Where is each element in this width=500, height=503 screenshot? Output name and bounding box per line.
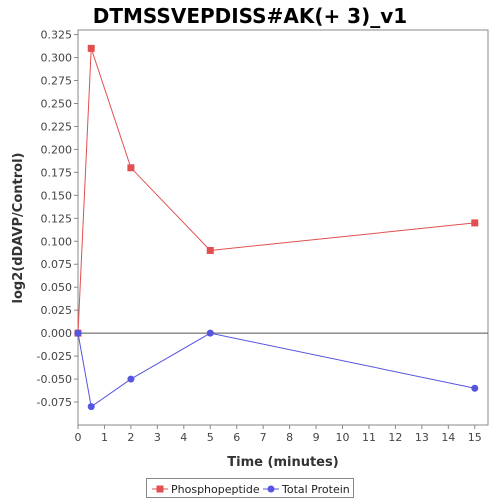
y-tick-label: -0.050 [37, 373, 72, 386]
y-tick-label: 0.150 [41, 189, 73, 202]
x-tick-label: 9 [313, 431, 320, 444]
data-point [471, 384, 479, 392]
y-tick-label: 0.050 [41, 281, 73, 294]
series-layer [74, 44, 479, 411]
data-point [127, 375, 135, 383]
y-tick-label: 0.225 [41, 120, 73, 133]
data-point [74, 329, 82, 337]
legend-label: Phosphopeptide [171, 483, 260, 496]
chart-title: DTMSSVEPDISS#AK(+ 3)_v1 [93, 4, 407, 28]
data-point [206, 329, 214, 337]
data-point [87, 44, 95, 52]
x-tick-label: 3 [154, 431, 161, 444]
x-tick-label: 10 [336, 431, 350, 444]
y-tick-label: 0.275 [41, 75, 73, 88]
y-axis: -0.075 -0.050 -0.025 0.000 0.025 0.050 0.075 0.… [37, 29, 78, 409]
y-tick-label: 0.125 [41, 212, 73, 225]
y-tick-label: 0.000 [41, 327, 73, 340]
x-tick-label: 1 [101, 431, 108, 444]
y-tick-label: -0.075 [37, 396, 72, 409]
y-tick-label: 0.300 [41, 52, 73, 65]
legend: Phosphopeptide Total Protein [146, 478, 354, 498]
y-tick-label: 0.175 [41, 166, 73, 179]
data-point [127, 164, 135, 172]
x-tick-label: 14 [441, 431, 455, 444]
y-tick-label: 0.100 [41, 235, 73, 248]
x-tick-label: 5 [207, 431, 214, 444]
x-tick-label: 11 [362, 431, 376, 444]
x-tick-label: 2 [127, 431, 134, 444]
data-point [87, 403, 95, 411]
y-tick-label: 0.075 [41, 258, 73, 271]
y-tick-label: 0.200 [41, 143, 73, 156]
x-tick-label: 0 [75, 431, 82, 444]
x-tick-label: 15 [468, 431, 482, 444]
y-axis-title: log2(dDAVP/Control) [11, 153, 26, 304]
data-point [471, 219, 479, 227]
x-tick-label: 4 [180, 431, 187, 444]
x-tick-label: 12 [388, 431, 402, 444]
legend-items: Phosphopeptide Total Protein [152, 483, 350, 496]
data-point [206, 246, 214, 254]
y-tick-label: 0.025 [41, 304, 73, 317]
x-axis: 0 1 2 3 4 5 6 7 8 9 10 11 12 13 14 15 [75, 425, 482, 444]
plot-area [77, 29, 489, 426]
x-tick-label: 8 [286, 431, 293, 444]
legend-label: Total Protein [281, 483, 350, 496]
y-tick-label: 0.250 [41, 97, 73, 110]
x-tick-label: 7 [260, 431, 267, 444]
x-tick-label: 6 [233, 431, 240, 444]
y-tick-label: 0.325 [41, 29, 73, 42]
x-tick-label: 13 [415, 431, 429, 444]
legend-marker-circle [267, 485, 275, 493]
y-tick-label: -0.025 [37, 350, 72, 363]
x-axis-title: Time (minutes) [227, 455, 338, 470]
legend-marker-square [156, 485, 164, 493]
